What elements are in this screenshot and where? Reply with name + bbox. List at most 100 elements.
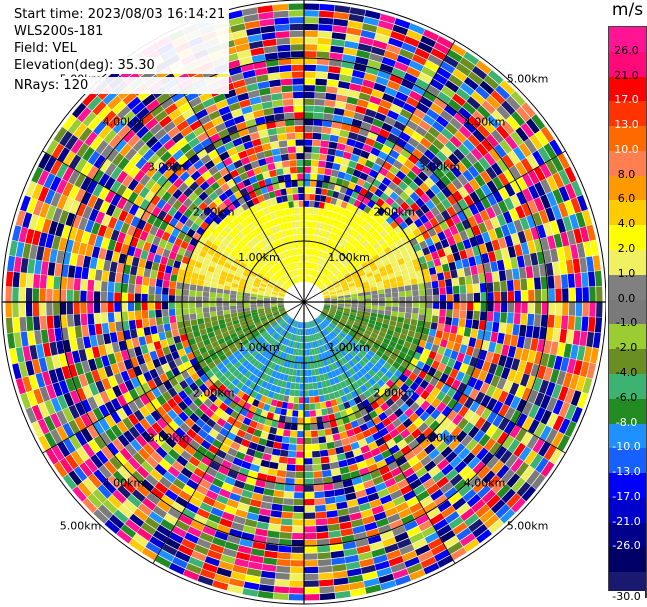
- range-gate: [238, 445, 248, 454]
- range-gate: [202, 296, 209, 302]
- range-gate: [500, 224, 511, 237]
- range-gate: [375, 421, 386, 431]
- range-gate: [264, 274, 271, 280]
- range-gate: [120, 370, 131, 382]
- range-gate: [252, 285, 259, 290]
- range-gate: [413, 417, 424, 428]
- range-gate: [313, 112, 324, 120]
- range-gate: [423, 132, 436, 144]
- range-gate: [219, 443, 230, 453]
- range-gate: [496, 105, 511, 120]
- range-gate: [374, 560, 390, 571]
- range-gate: [341, 231, 348, 240]
- range-gate: [277, 365, 283, 373]
- range-gate: [218, 374, 228, 384]
- range-gate: [218, 192, 228, 202]
- range-gate: [239, 281, 246, 287]
- range-gate: [88, 268, 96, 280]
- range-gate: [304, 424, 311, 431]
- range-gate: [256, 74, 269, 83]
- range-gate: [481, 119, 496, 134]
- range-gate: [9, 348, 18, 365]
- range-gate: [314, 368, 320, 376]
- range-gate: [82, 146, 95, 162]
- range-gate: [330, 399, 338, 407]
- range-gate: [202, 291, 210, 297]
- range-gate: [430, 48, 447, 61]
- range-gate: [563, 245, 572, 261]
- range-gate: [284, 300, 291, 302]
- range-gate: [562, 302, 569, 316]
- range-gate: [151, 387, 162, 398]
- range-gate: [32, 359, 42, 374]
- range-gate: [206, 270, 214, 278]
- range-gate: [547, 314, 555, 328]
- range-gate: [549, 220, 560, 235]
- range-gate: [136, 527, 153, 541]
- range-gate: [71, 214, 82, 229]
- range-gate: [491, 239, 501, 251]
- range-gate: [313, 326, 318, 334]
- range-gate: [252, 376, 260, 384]
- range-gate: [115, 321, 123, 332]
- range-gate: [165, 224, 175, 235]
- range-gate: [86, 410, 98, 425]
- range-gate: [405, 260, 414, 269]
- range-gate: [120, 524, 137, 538]
- range-gate: [389, 403, 400, 413]
- range-gate: [186, 366, 196, 376]
- range-gate: [456, 502, 471, 516]
- range-gate: [540, 409, 552, 425]
- range-gate: [384, 455, 396, 465]
- range-gate: [291, 263, 296, 270]
- range-gate: [304, 71, 316, 78]
- range-gate: [240, 278, 247, 284]
- range-gate: [110, 411, 122, 424]
- range-gate: [434, 353, 443, 363]
- range-gate: [458, 393, 469, 406]
- range-gate: [534, 302, 542, 314]
- range-gate: [228, 66, 242, 76]
- range-gate: [568, 302, 576, 316]
- range-gate: [318, 10, 334, 18]
- range-gate: [309, 335, 313, 342]
- range-gate: [331, 234, 338, 242]
- range-gate: [282, 504, 294, 512]
- range-gate: [483, 75, 499, 90]
- range-gate: [325, 435, 334, 443]
- range-gate: [122, 320, 130, 331]
- range-gate: [270, 510, 282, 518]
- range-gate: [277, 303, 284, 305]
- range-gate: [543, 143, 557, 159]
- range-gate: [212, 455, 224, 465]
- range-gate: [281, 313, 288, 318]
- range-gate: [272, 290, 279, 294]
- range-gate: [521, 290, 528, 302]
- range-gate: [214, 370, 224, 379]
- range-gate: [153, 434, 165, 446]
- range-gate: [121, 311, 129, 322]
- range-gate: [304, 234, 308, 241]
- range-gate: [357, 438, 368, 448]
- range-gate: [306, 315, 309, 322]
- range-gate: [365, 175, 375, 185]
- range-gate: [402, 274, 410, 281]
- range-gate: [418, 314, 426, 321]
- range-gate: [299, 275, 302, 282]
- range-gate: [341, 330, 348, 336]
- range-gate: [149, 368, 159, 379]
- range-gate: [325, 239, 332, 247]
- range-gate: [348, 282, 356, 288]
- range-gate: [228, 16, 245, 27]
- range-gate: [473, 379, 484, 391]
- range-gate: [463, 207, 473, 219]
- range-gate: [100, 291, 108, 302]
- range-gate: [201, 263, 209, 271]
- range-gate: [350, 153, 360, 163]
- range-gate: [323, 252, 329, 260]
- range-gate: [264, 221, 271, 230]
- range-gate: [236, 254, 244, 262]
- range-gate: [527, 389, 539, 404]
- range-gate: [290, 566, 304, 574]
- range-gate: [420, 400, 431, 411]
